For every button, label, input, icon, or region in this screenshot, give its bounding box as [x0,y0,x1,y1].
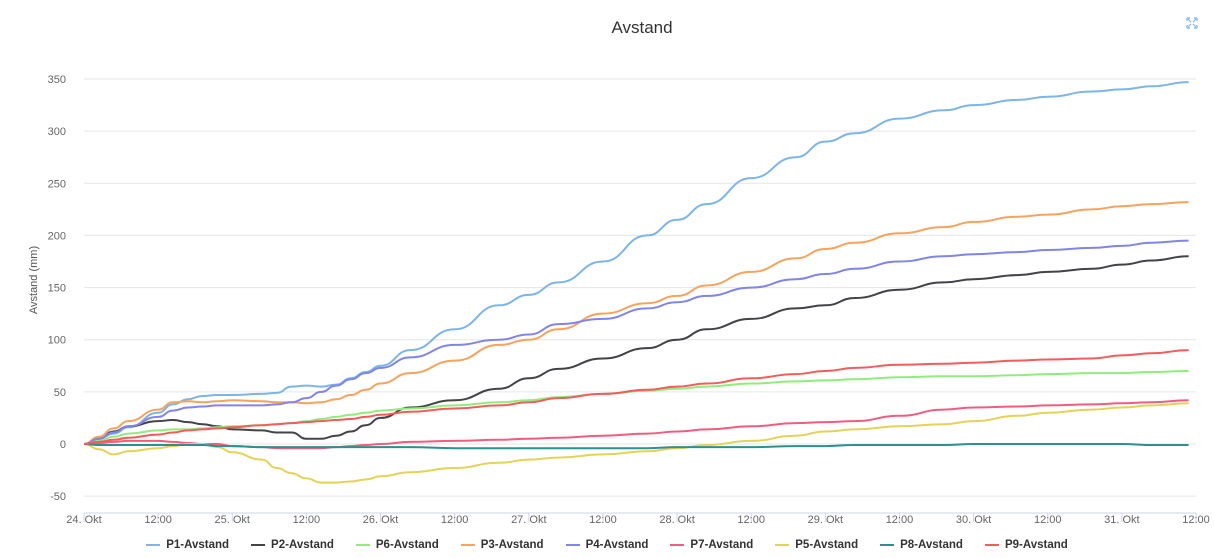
chart-plot: -50 0 50 100 150 200 250 300 350 24. Okt 12:00 25.… [28,74,1210,526]
grid-lines [84,78,1196,497]
y-tick-label: 100 [48,335,66,347]
x-tick-label: 12:00 [144,514,172,526]
series-line-p6-avstand[interactable] [83,370,1189,445]
legend-label: P4-Avstand [585,539,649,551]
legend: P1-Avstand P2-Avstand P6-Avstand P3-Avstand… [0,539,1214,551]
x-tick-label: 12:00 [1034,514,1062,526]
x-tick-label: 27. Okt [511,514,546,526]
legend-swatch [251,544,266,546]
legend-swatch [670,544,685,546]
y-axis: -50 0 50 100 150 200 250 300 350 [48,74,66,503]
chart-title: Avstand [611,18,673,37]
legend-label: P6-Avstand [375,539,439,551]
y-tick-label: 250 [48,178,66,190]
legend-swatch [565,544,580,546]
y-axis-label: Avstand (mm) [28,246,40,314]
y-tick-label: 50 [54,387,66,399]
y-tick-label: -50 [50,491,66,503]
x-axis: 24. Okt 12:00 25. Okt 12:00 26. Okt 12:00 27. … [66,512,1210,526]
series-line-p3-avstand[interactable] [83,201,1189,445]
legend-item-p6-avstand[interactable]: P6-Avstand [355,539,439,551]
series-line-p2-avstand[interactable] [83,255,1189,445]
legend-item-p3-avstand[interactable]: P3-Avstand [460,539,544,551]
legend-label: P1-Avstand [166,539,230,551]
legend-swatch [146,544,161,546]
x-tick-label: 28. Okt [659,514,694,526]
y-tick-label: 300 [48,126,66,138]
legend-label: P8-Avstand [900,539,963,551]
legend-item-p7-avstand[interactable]: P7-Avstand [670,539,753,551]
x-tick-label: 12:00 [293,514,321,526]
legend-item-p8-avstand[interactable]: P8-Avstand [880,539,963,551]
legend-swatch [355,544,370,546]
x-tick-label: 12:00 [886,514,914,526]
legend-swatch [984,544,999,546]
y-tick-label: 150 [48,283,66,295]
legend-item-p4-avstand[interactable]: P4-Avstand [565,539,649,551]
legend-item-p9-avstand[interactable]: P9-Avstand [984,539,1068,551]
legend-item-p5-avstand[interactable]: P5-Avstand [775,539,858,551]
series-line-p4-avstand[interactable] [83,239,1189,445]
x-tick-label: 26. Okt [363,514,398,526]
legend-swatch [880,544,895,546]
x-tick-label: 12:00 [1182,514,1210,526]
legend-item-p2-avstand[interactable]: P2-Avstand [251,539,334,551]
legend-item-p1-avstand[interactable]: P1-Avstand [146,539,229,551]
x-tick-label: 25. Okt [215,514,250,526]
x-tick-label: 31. Okt [1104,514,1139,526]
series-line-p7-avstand[interactable] [83,399,1189,450]
x-tick-label: 24. Okt [66,514,101,526]
legend-label: P2-Avstand [271,539,334,551]
legend-swatch [775,544,790,546]
y-tick-label: 350 [48,74,66,86]
legend-label: P5-Avstand [795,539,859,551]
series-line-p1-avstand[interactable] [83,81,1189,445]
legend-label: P9-Avstand [1004,539,1068,551]
x-tick-label: 12:00 [737,514,765,526]
x-tick-label: 12:00 [589,514,617,526]
series-lines [83,81,1189,484]
x-tick-label: 12:00 [441,514,469,526]
series-line-p5-avstand[interactable] [83,402,1189,484]
series-line-p8-avstand[interactable] [83,443,1189,450]
legend-label: P7-Avstand [690,539,754,551]
series-line-p9-avstand[interactable] [83,349,1189,445]
legend-swatch [460,544,475,546]
y-tick-label: 200 [48,230,66,242]
x-tick-label: 29. Okt [808,514,843,526]
x-tick-label: 30. Okt [956,514,991,526]
legend-label: P3-Avstand [480,539,544,551]
expand-icon[interactable] [1186,16,1198,29]
y-tick-label: 0 [60,439,66,451]
